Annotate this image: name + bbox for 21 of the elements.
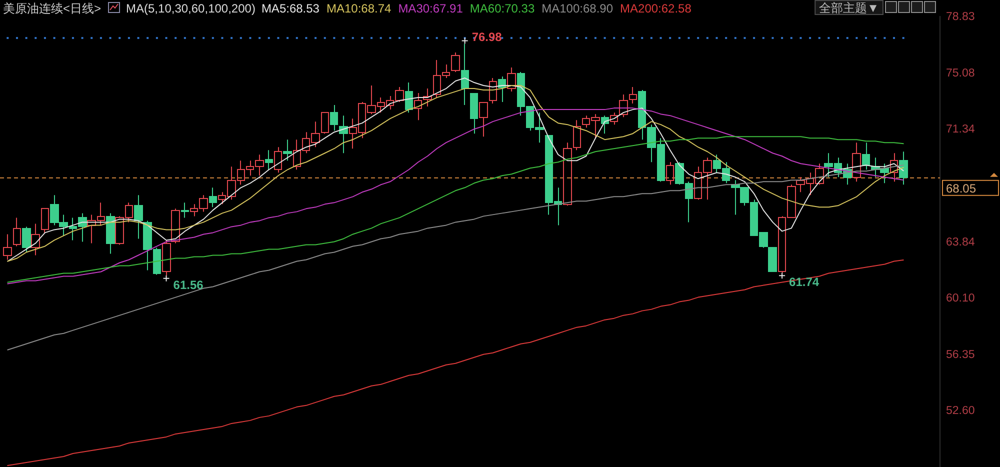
y-tick-label: 56.35 [946, 348, 975, 361]
y-tick-label: 60.10 [946, 292, 975, 304]
toolbar-button: 全部主题▼ [814, 0, 884, 15]
legend-item: MA10:68.74 [326, 2, 392, 16]
title: 美原油连续<日线> [3, 2, 102, 16]
y-tick-label: 71.34 [946, 124, 975, 136]
legend-item: MA5:68.53 [261, 2, 320, 16]
legend-item: MA60:70.33 [470, 2, 535, 16]
y-tick-label: 78.83 [946, 11, 975, 24]
legend-item: MA30:67.91 [398, 2, 463, 16]
y-tick-label: 63.84 [946, 236, 975, 248]
annotation: 76.98 [472, 30, 502, 44]
annotation: 61.74 [789, 275, 820, 290]
legend-title: MA(5,10,30,60,100,200) [126, 2, 256, 16]
ref-line-label: 68.05 [946, 181, 976, 196]
y-tick-label: 75.08 [946, 68, 975, 80]
ref-line-label: 68.05 [942, 180, 999, 196]
legend-item: MA200:62.58 [620, 2, 692, 16]
annotation: 61.56 [173, 278, 204, 292]
y-tick-label: 52.60 [946, 405, 975, 418]
legend-item: MA100:68.90 [542, 2, 614, 16]
